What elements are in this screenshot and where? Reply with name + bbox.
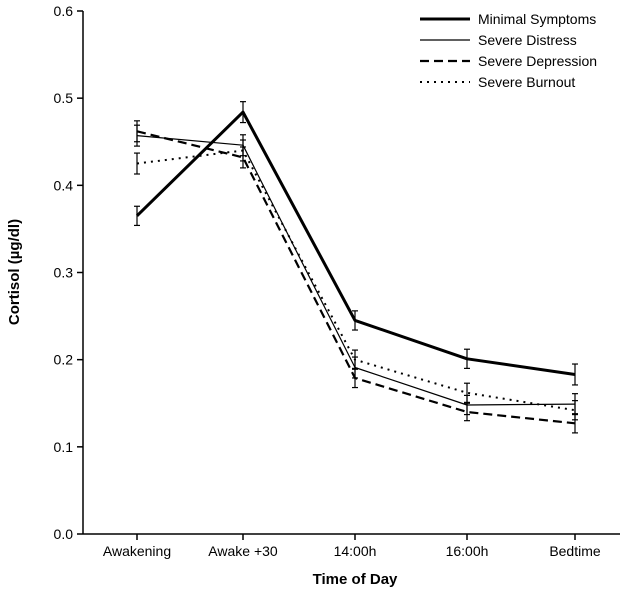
x-ticks: Awakening Awake +30 14:00h 16:00h Bedtime <box>103 534 601 559</box>
series-line-2 <box>136 130 576 425</box>
x-tick-label: 16:00h <box>446 543 489 559</box>
error-bar <box>352 310 358 331</box>
y-tick-label: 0.3 <box>54 265 74 281</box>
legend-label: Minimal Symptoms <box>478 11 596 27</box>
error-bar <box>464 402 470 422</box>
x-tick-label: Awakening <box>103 543 171 559</box>
error-bar <box>134 152 140 175</box>
error-bar <box>352 349 358 370</box>
error-bar <box>464 382 470 403</box>
error-bar <box>134 205 140 227</box>
error-bar <box>572 363 578 386</box>
error-bar <box>240 101 246 124</box>
error-bar <box>572 400 578 421</box>
x-tick-label: 14:00h <box>334 543 377 559</box>
y-tick-label: 0.2 <box>54 352 74 368</box>
y-tick-label: 0.6 <box>54 3 74 19</box>
series-line-3 <box>136 149 576 412</box>
legend-label: Severe Distress <box>478 32 577 48</box>
x-tick-label: Bedtime <box>549 543 601 559</box>
legend-label: Severe Depression <box>478 53 597 69</box>
y-axis-title: Cortisol (µg/dl) <box>6 219 23 325</box>
x-tick-label: Awake +30 <box>208 543 278 559</box>
legend: Minimal Symptoms Severe Distress Severe De… <box>420 11 597 90</box>
legend-label: Severe Burnout <box>478 74 575 90</box>
y-tick-label: 0.5 <box>54 90 74 106</box>
error-bar <box>464 348 470 369</box>
series-line-0 <box>135 110 576 376</box>
y-ticks: 0.0 0.1 0.2 0.3 0.4 0.5 0.6 <box>54 3 83 542</box>
y-tick-label: 0.1 <box>54 439 74 455</box>
y-tick-label: 0.4 <box>54 177 74 193</box>
series-layer <box>134 101 578 434</box>
error-bar <box>134 120 140 143</box>
error-bar <box>240 139 246 162</box>
y-tick-label: 0.0 <box>54 526 74 542</box>
x-axis-title: Time of Day <box>313 571 398 588</box>
